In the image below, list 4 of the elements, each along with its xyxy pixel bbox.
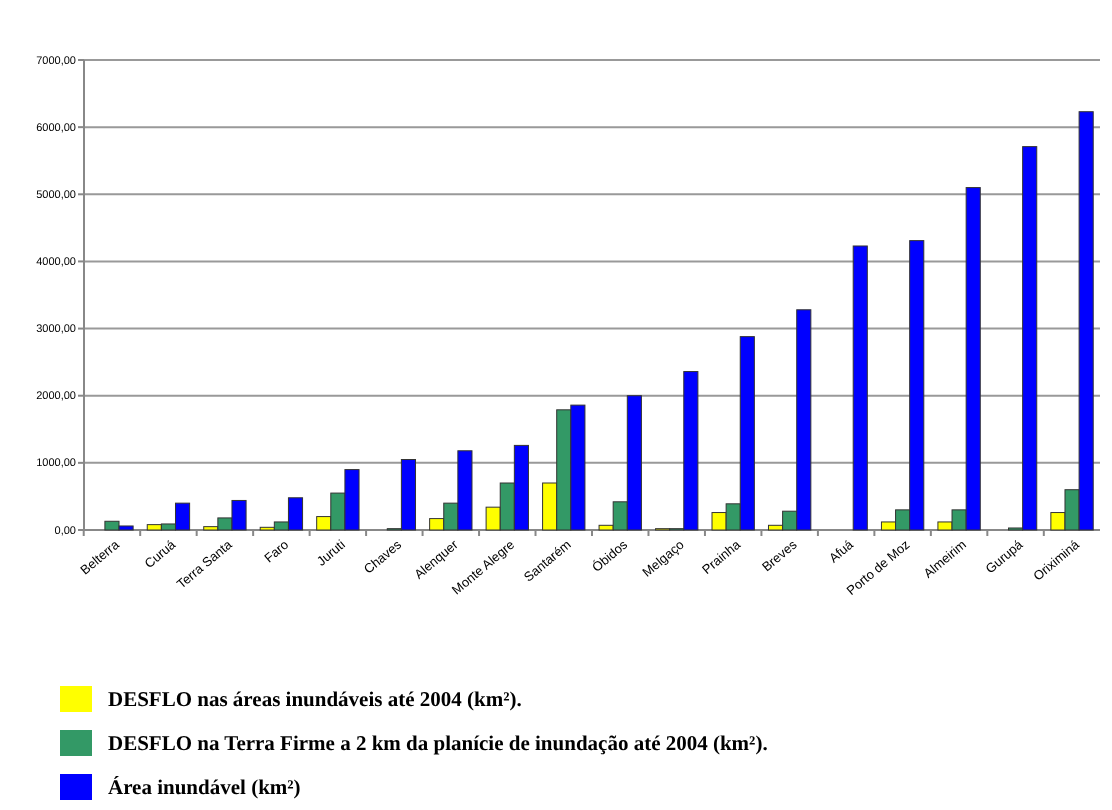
legend-label: Área inundável (km²) <box>108 774 302 800</box>
bar <box>852 245 868 531</box>
legend-label: DESFLO nas áreas inundáveis até 2004 (km²). <box>108 690 523 712</box>
legend-label: DESFLO na Terra Firme a 2 km da planície de inundação até 2004 (km²). <box>108 734 769 756</box>
